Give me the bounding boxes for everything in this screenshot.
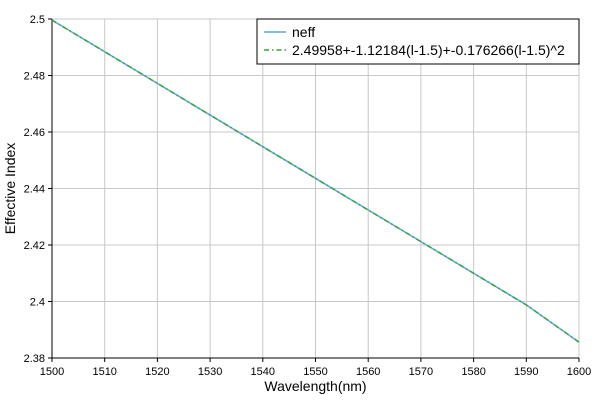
x-axis-title: Wavelength(nm) [264,378,366,394]
y-tick-label: 2.44 [24,184,45,196]
x-tick-label: 1570 [409,366,433,378]
y-tick-label: 2.48 [24,71,45,83]
x-tick-label: 1580 [461,366,485,378]
legend-label-fit: 2.49958+-1.12184(l-1.5)+-0.176266(l-1.5)… [292,42,565,58]
x-tick-label: 1510 [92,366,116,378]
y-axis-ticks: 2.38 2.4 2.42 2.44 2.46 2.48 2.5 [24,14,53,365]
legend-box [256,18,580,65]
x-axis-ticks: 1500 1510 1520 1530 1540 1550 1560 1570 1580 1590… [40,357,591,378]
legend-label-neff: neff [292,24,315,40]
y-axis-title: Effective Index [2,143,18,235]
x-tick-label: 1550 [303,366,327,378]
x-tick-label: 1600 [567,366,591,378]
x-tick-label: 1500 [40,366,64,378]
x-tick-label: 1540 [251,366,275,378]
y-tick-label: 2.4 [30,297,45,309]
legend: neff 2.49958+-1.12184(l-1.5)+-0.176266(l… [256,18,580,65]
y-tick-label: 2.38 [24,353,45,365]
y-tick-label: 2.46 [24,127,45,139]
y-tick-label: 2.5 [30,14,45,26]
series-line-fit [51,19,580,343]
x-tick-label: 1560 [356,366,380,378]
x-tick-label: 1590 [514,366,538,378]
x-tick-label: 1520 [145,366,169,378]
series-group [51,19,580,343]
y-tick-label: 2.42 [24,240,45,252]
x-tick-label: 1530 [198,366,222,378]
